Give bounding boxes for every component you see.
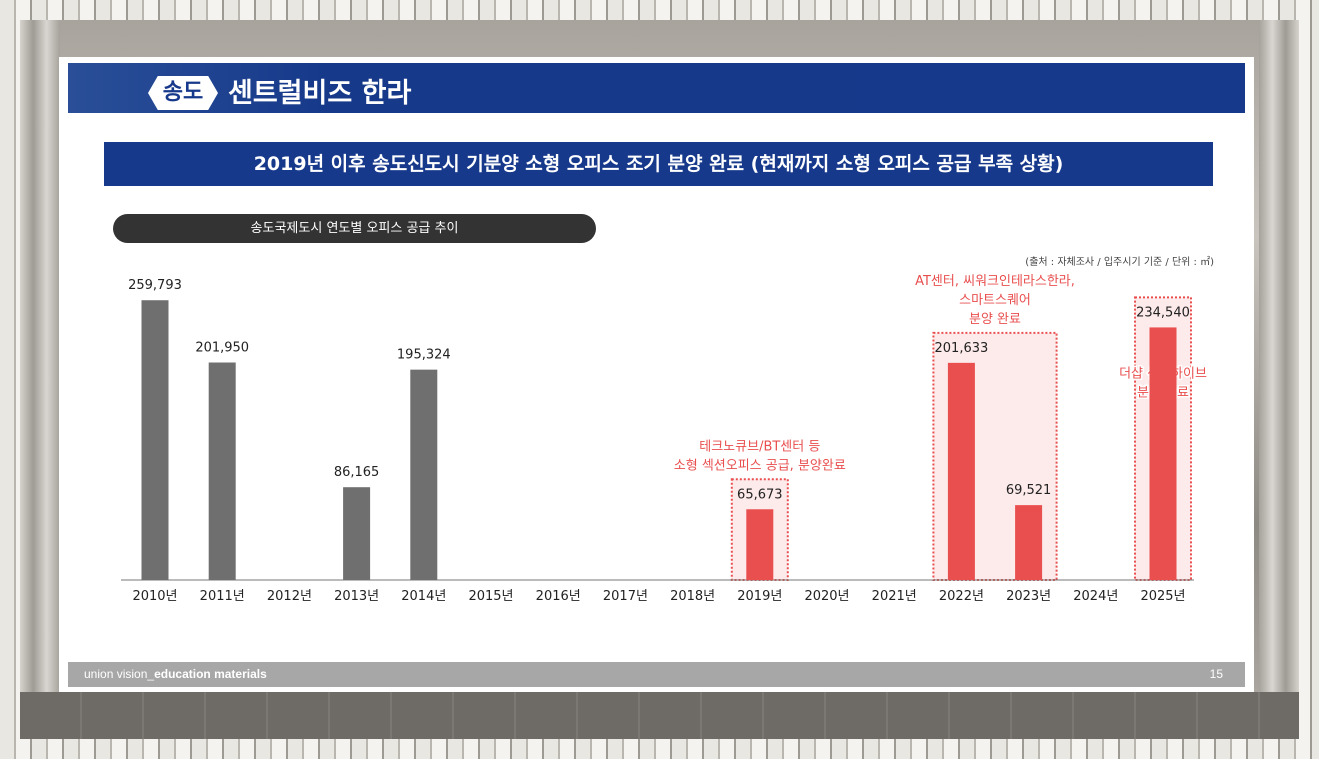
category-label-2018년: 2018년	[670, 589, 715, 604]
headline-banner: 2019년 이후 송도신도시 기분양 소형 오피스 조기 분양 완료 (현재까지…	[104, 142, 1213, 186]
value-label-2022년: 201,633	[935, 341, 989, 356]
footer-prefix: union vision_	[84, 667, 155, 681]
category-label-2024년: 2024년	[1073, 589, 1118, 604]
category-label-2011년: 2011년	[200, 589, 245, 604]
curtain-left	[20, 20, 60, 739]
bar-chart: 테크노큐브/BT센터 등소형 섹션오피스 공급, 분양완료 AT센터, 씨워크인테…	[121, 272, 1208, 604]
bar-2014년	[410, 369, 438, 580]
value-label-2011년: 201,950	[195, 341, 249, 356]
annotation-0-line-0: 테크노큐브/BT센터 등	[699, 439, 820, 454]
category-label-2025년: 2025년	[1140, 589, 1185, 604]
category-label-2022년: 2022년	[939, 589, 984, 604]
category-label-2016년: 2016년	[536, 589, 581, 604]
bar-2013년	[343, 487, 371, 580]
bar-2019년	[746, 509, 774, 580]
curtain-right	[1259, 20, 1299, 739]
bar-2010년	[141, 300, 169, 580]
category-label-2023년: 2023년	[1006, 589, 1051, 604]
footer-bold: education materials	[154, 667, 267, 681]
value-label-2014년: 195,324	[397, 348, 451, 363]
presentation-slide: 송도 센트럴비즈 한라 2019년 이후 송도신도시 기분양 소형 오피스 조기…	[59, 57, 1254, 692]
category-label-2013년: 2013년	[334, 589, 379, 604]
slide-footer: union vision_education materials 15	[68, 662, 1245, 687]
value-label-2025년: 234,540	[1136, 305, 1190, 320]
value-label-2023년: 69,521	[1006, 483, 1052, 498]
bar-2011년	[208, 362, 236, 580]
location-badge: 송도	[148, 76, 218, 110]
category-label-2015년: 2015년	[468, 589, 513, 604]
category-label-2019년: 2019년	[737, 589, 782, 604]
source-note: (출처 : 자체조사 / 입주시기 기준 / 단위 : ㎡)	[1025, 257, 1214, 268]
category-label-2021년: 2021년	[872, 589, 917, 604]
category-label-2012년: 2012년	[267, 589, 312, 604]
page-number: 15	[1209, 667, 1223, 681]
category-label-2010년: 2010년	[132, 589, 177, 604]
bar-2023년	[1015, 505, 1043, 580]
footer-text: union vision_education materials	[84, 667, 267, 681]
category-label-2020년: 2020년	[804, 589, 849, 604]
chart-title-pill: 송도국제도시 연도별 오피스 공급 추이	[113, 214, 596, 243]
brand-title: 센트럴비즈 한라	[228, 78, 412, 109]
value-label-2019년: 65,673	[737, 487, 783, 502]
annotation-1-line-1: 스마트스퀘어	[959, 293, 1031, 308]
annotation-0-line-1: 소형 섹션오피스 공급, 분양완료	[674, 458, 846, 473]
bar-2025년	[1149, 327, 1177, 580]
value-label-2013년: 86,165	[334, 465, 380, 480]
slide-header-bar: 송도 센트럴비즈 한라	[68, 63, 1245, 113]
annotation-1-line-0: AT센터, 씨워크인테라스한라,	[915, 274, 1075, 289]
value-label-2010년: 259,793	[128, 278, 182, 293]
category-label-2014년: 2014년	[401, 589, 446, 604]
bar-2022년	[947, 362, 975, 580]
category-label-2017년: 2017년	[603, 589, 648, 604]
annotation-1-line-2: 분양 완료	[969, 312, 1021, 327]
floor	[20, 692, 1299, 739]
